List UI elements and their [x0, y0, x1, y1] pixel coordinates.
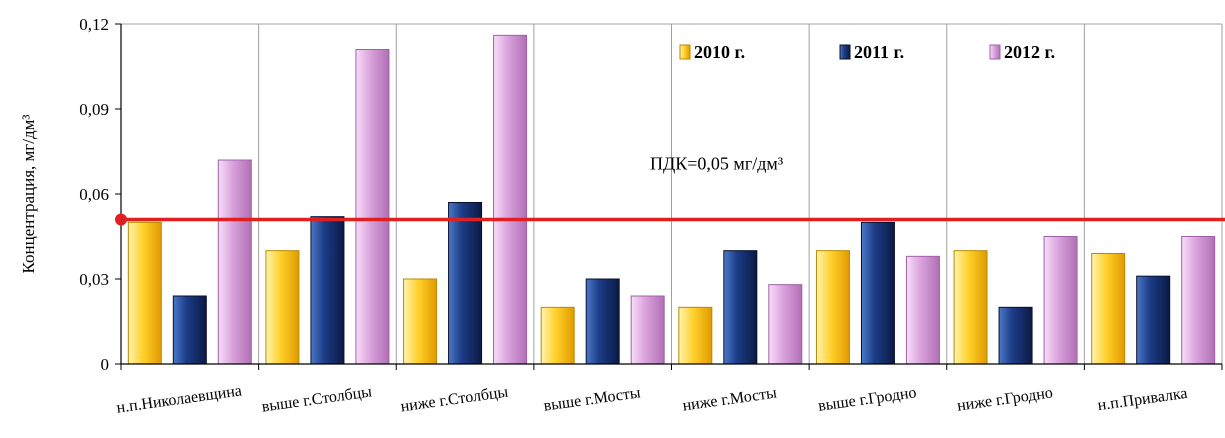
- bar-6-1: [998, 306, 1033, 365]
- legend-swatch-1: [839, 44, 851, 60]
- bar-2-1: [448, 202, 483, 365]
- bar-4-0: [678, 306, 713, 365]
- bar-1-1: [310, 216, 345, 365]
- y-tick-label: 0,03: [79, 270, 109, 289]
- legend-label-2: 2012 г.: [1004, 42, 1055, 62]
- category-label: ниже г.Мосты: [682, 384, 779, 414]
- axes-layer: 0 0,03 0,06 0,09 0,12: [79, 15, 1223, 374]
- bar-3-2: [630, 295, 665, 365]
- y-tick-label: 0,09: [79, 100, 109, 119]
- bar-5-0: [815, 250, 850, 365]
- bars-layer: [127, 34, 1216, 365]
- y-tick-label: 0: [101, 355, 110, 374]
- legend-swatch-0: [679, 44, 691, 60]
- bar-4-1: [723, 250, 758, 365]
- category-label: выше г.Гродно: [817, 384, 917, 415]
- labels-layer: н.п.Николаевщина выше г.Столбцы ниже г.Сто…: [19, 115, 1189, 417]
- threshold-marker: [115, 213, 127, 226]
- threshold-layer: ПДК=0,05 мг/дм³: [115, 154, 1225, 226]
- category-label: выше г.Мосты: [543, 384, 642, 414]
- y-tick-label: 0,12: [79, 15, 109, 34]
- threshold-label: ПДК=0,05 мг/дм³: [650, 154, 784, 174]
- category-label: н.п.Николаевщина: [115, 382, 242, 416]
- category-label: н.п.Привалка: [1097, 385, 1189, 414]
- legend-label-0: 2010 г.: [694, 42, 745, 62]
- bar-1-2: [355, 49, 390, 365]
- bar-0-0: [127, 221, 162, 365]
- bar-4-2: [768, 284, 803, 365]
- bar-0-2: [217, 159, 252, 365]
- bar-3-0: [540, 306, 575, 365]
- bar-7-0: [1091, 253, 1126, 365]
- bar-5-1: [860, 221, 895, 365]
- bar-3-1: [585, 278, 620, 365]
- vertical-gridlines: [121, 23, 1223, 364]
- bar-6-2: [1043, 236, 1078, 365]
- y-axis-label: Концентрация, мг/дм³: [19, 115, 38, 274]
- bar-5-2: [905, 255, 940, 365]
- bar-7-2: [1181, 236, 1216, 365]
- bar-1-0: [265, 250, 300, 365]
- legend: 2010 г. 2011 г. 2012 г.: [679, 42, 1055, 62]
- bar-2-0: [403, 278, 438, 365]
- bar-7-1: [1136, 275, 1171, 365]
- category-label: ниже г.Гродно: [956, 384, 1054, 414]
- legend-label-1: 2011 г.: [854, 42, 904, 62]
- category-label: ниже г.Столбцы: [400, 384, 510, 416]
- bar-0-1: [172, 295, 207, 365]
- y-tick-label: 0,06: [79, 185, 109, 204]
- legend-swatch-2: [989, 44, 1001, 60]
- bar-6-0: [953, 250, 988, 365]
- category-label: выше г.Столбцы: [261, 383, 373, 415]
- bar-2-2: [493, 34, 528, 365]
